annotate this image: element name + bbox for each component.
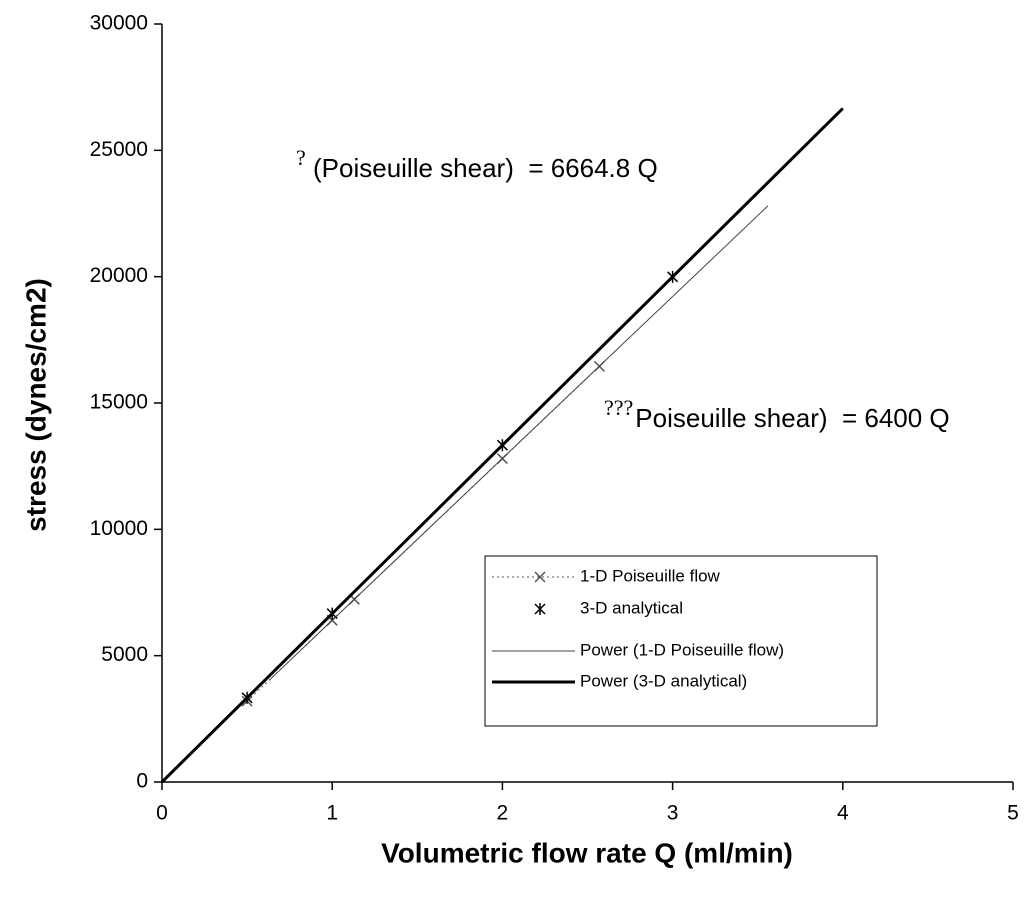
x-tick-label: 0 xyxy=(156,802,168,825)
x-tick-label: 2 xyxy=(497,802,509,825)
annotation-symbol: ??? xyxy=(604,395,633,420)
legend-marker xyxy=(534,571,546,583)
series-line xyxy=(160,107,844,784)
y-tick-label: 30000 xyxy=(90,12,148,35)
legend-label: 1-D Poiseuille flow xyxy=(580,566,721,585)
y-tick-label: 15000 xyxy=(90,391,148,414)
x-axis-title: Volumetric flow rate Q (ml/min) xyxy=(381,837,793,868)
y-tick-label: 20000 xyxy=(90,264,148,287)
legend-label: Power (3-D analytical) xyxy=(580,671,747,690)
y-tick-label: 10000 xyxy=(90,517,148,540)
legend-label: 3-D analytical xyxy=(580,598,683,617)
y-axis-title: stress (dynes/cm2) xyxy=(20,278,51,532)
legend-label: Power (1-D Poiseuille flow) xyxy=(580,640,784,659)
y-tick-label: 25000 xyxy=(90,138,148,161)
x-tick-label: 3 xyxy=(667,802,679,825)
annotation: (Poiseuille shear) = 6664.8 Q xyxy=(313,153,658,183)
y-tick-label: 5000 xyxy=(101,643,148,666)
annotation: Poiseuille shear) = 6400 Q xyxy=(635,403,949,433)
y-tick-label: 0 xyxy=(136,770,148,793)
annotation-symbol: ? xyxy=(296,145,306,170)
x-tick-label: 1 xyxy=(326,802,338,825)
series-line xyxy=(268,205,769,681)
legend-marker xyxy=(534,603,546,615)
x-tick-label: 4 xyxy=(837,802,849,825)
legend-box xyxy=(484,555,878,727)
x-tick-label: 5 xyxy=(1007,802,1019,825)
